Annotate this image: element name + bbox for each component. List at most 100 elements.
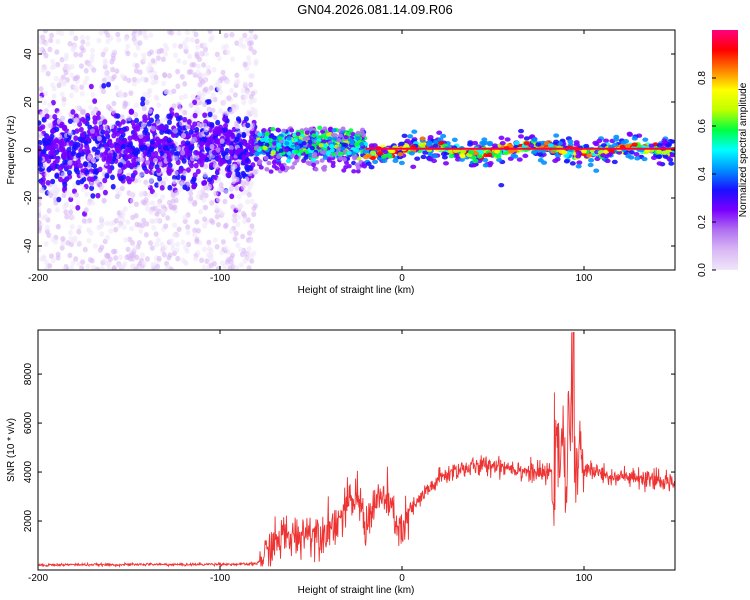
spectrogram-cell — [289, 128, 295, 133]
spectrogram-cell — [64, 214, 70, 220]
spectrogram-cell — [38, 206, 42, 212]
spectrogram-cell — [293, 155, 299, 160]
spectrogram-cell — [102, 60, 108, 66]
spectrogram-cell — [228, 145, 234, 151]
spectrogram-cell — [155, 120, 161, 126]
spectrogram-cell — [295, 145, 301, 150]
spectrogram-cell — [202, 172, 208, 178]
spectrogram-cell — [202, 46, 208, 53]
spectrogram-cell — [132, 245, 138, 252]
x-tick-label: 100 — [576, 273, 593, 284]
spectrogram-cell — [211, 66, 217, 73]
spectrogram-cell — [98, 124, 104, 131]
spectrogram-cell — [78, 147, 84, 154]
spectrogram-cell — [212, 114, 218, 120]
spectrogram-cell — [116, 121, 122, 128]
spectrogram-cell — [309, 145, 315, 151]
spectrogram-cell — [182, 214, 188, 221]
spectrogram-cell — [369, 155, 376, 161]
spectrogram-cell — [661, 138, 668, 143]
spectrogram-cell — [633, 151, 640, 157]
spectrogram-cell — [92, 107, 98, 114]
spectrogram-cell — [662, 154, 669, 159]
spectrogram-cell — [139, 190, 145, 197]
spectrogram-cell — [129, 197, 135, 204]
spectrogram-cell — [224, 147, 230, 154]
spectrogram-cell — [160, 117, 166, 124]
spectrogram-cell — [193, 31, 199, 38]
spectrogram-cell — [210, 92, 216, 98]
spectrogram-cell — [586, 153, 593, 158]
spectrogram-cell — [447, 149, 454, 154]
spectrogram-cell — [554, 157, 561, 162]
spectrogram-cell — [194, 51, 200, 58]
spectrogram-cell — [270, 150, 276, 155]
spectrogram-cell — [211, 149, 217, 156]
spectrogram-cell — [242, 81, 248, 87]
spectrogram-cell — [226, 95, 232, 101]
spectrogram-cell — [133, 126, 139, 133]
spectrogram-cell — [561, 150, 568, 155]
spectrogram-cell — [89, 53, 95, 59]
spectrogram-cell — [180, 257, 186, 263]
spectrogram-cell — [381, 154, 388, 159]
spectrogram-cell — [144, 206, 150, 212]
spectrogram-cell — [125, 43, 131, 50]
spectrogram-cell — [136, 164, 142, 171]
spectrogram-cell — [246, 192, 252, 198]
spectrogram-cell — [133, 102, 139, 109]
spectrogram-cell — [70, 214, 76, 220]
spectrogram-cell — [161, 251, 167, 258]
spectrogram-cell — [79, 132, 85, 138]
spectrogram-cell — [111, 155, 117, 162]
spectrogram-cell — [126, 77, 132, 84]
y-tick-label: 20 — [23, 96, 34, 108]
spectrogram-cell — [175, 83, 181, 90]
spectrogram-cell — [166, 137, 172, 144]
spectrogram-cell — [146, 151, 152, 158]
spectrogram-cell — [89, 128, 95, 134]
spectrogram-cell — [245, 142, 251, 149]
spectrogram-cell — [498, 182, 505, 188]
spectrogram-cell — [222, 116, 228, 122]
spectrogram-cell — [78, 51, 84, 58]
spectrogram-cell — [193, 162, 199, 169]
spectrogram-cell — [67, 174, 73, 180]
spectrogram-cell — [146, 121, 152, 127]
spectrogram-cell — [104, 220, 110, 227]
spectrogram-cell — [75, 179, 81, 186]
spectrogram-cell — [221, 75, 227, 81]
spectrogram-cell — [145, 134, 151, 141]
spectrogram-cell — [161, 180, 167, 187]
spectrogram-cell — [188, 190, 194, 197]
spectrogram-cell — [240, 87, 246, 94]
spectrogram-cell — [130, 214, 136, 221]
spectrogram-cell — [110, 248, 116, 255]
spectrogram-cell — [119, 209, 125, 216]
spectrogram-cell — [135, 45, 141, 52]
spectrogram-cell — [537, 158, 544, 163]
spectrogram-cell — [157, 124, 163, 130]
spectrogram-cell — [50, 178, 56, 185]
spectrogram-cell — [79, 90, 85, 97]
spectrogram-cell — [38, 39, 44, 45]
spectrogram-cell — [156, 201, 162, 208]
spectrogram-cell — [495, 154, 502, 159]
spectrogram-cell — [40, 34, 46, 40]
spectrogram-cell — [230, 204, 236, 210]
spectrogram-cell — [356, 156, 362, 161]
spectrogram-cell — [118, 175, 124, 182]
spectrogram-cell — [261, 128, 267, 133]
spectrogram-cell — [91, 146, 97, 152]
spectrogram-cell — [218, 108, 224, 114]
spectrogram-cell — [345, 131, 351, 136]
spectrogram-cell — [249, 223, 255, 229]
spectrogram-cell — [100, 88, 106, 95]
spectrogram-cell — [214, 82, 220, 88]
spectrogram-cell — [422, 150, 429, 155]
spectrogram-cell — [198, 145, 204, 151]
spectrogram-cell — [72, 43, 78, 49]
spectrogram-cell — [119, 185, 125, 192]
spectrogram-cell — [214, 205, 220, 211]
spectrogram-cell — [156, 102, 162, 108]
